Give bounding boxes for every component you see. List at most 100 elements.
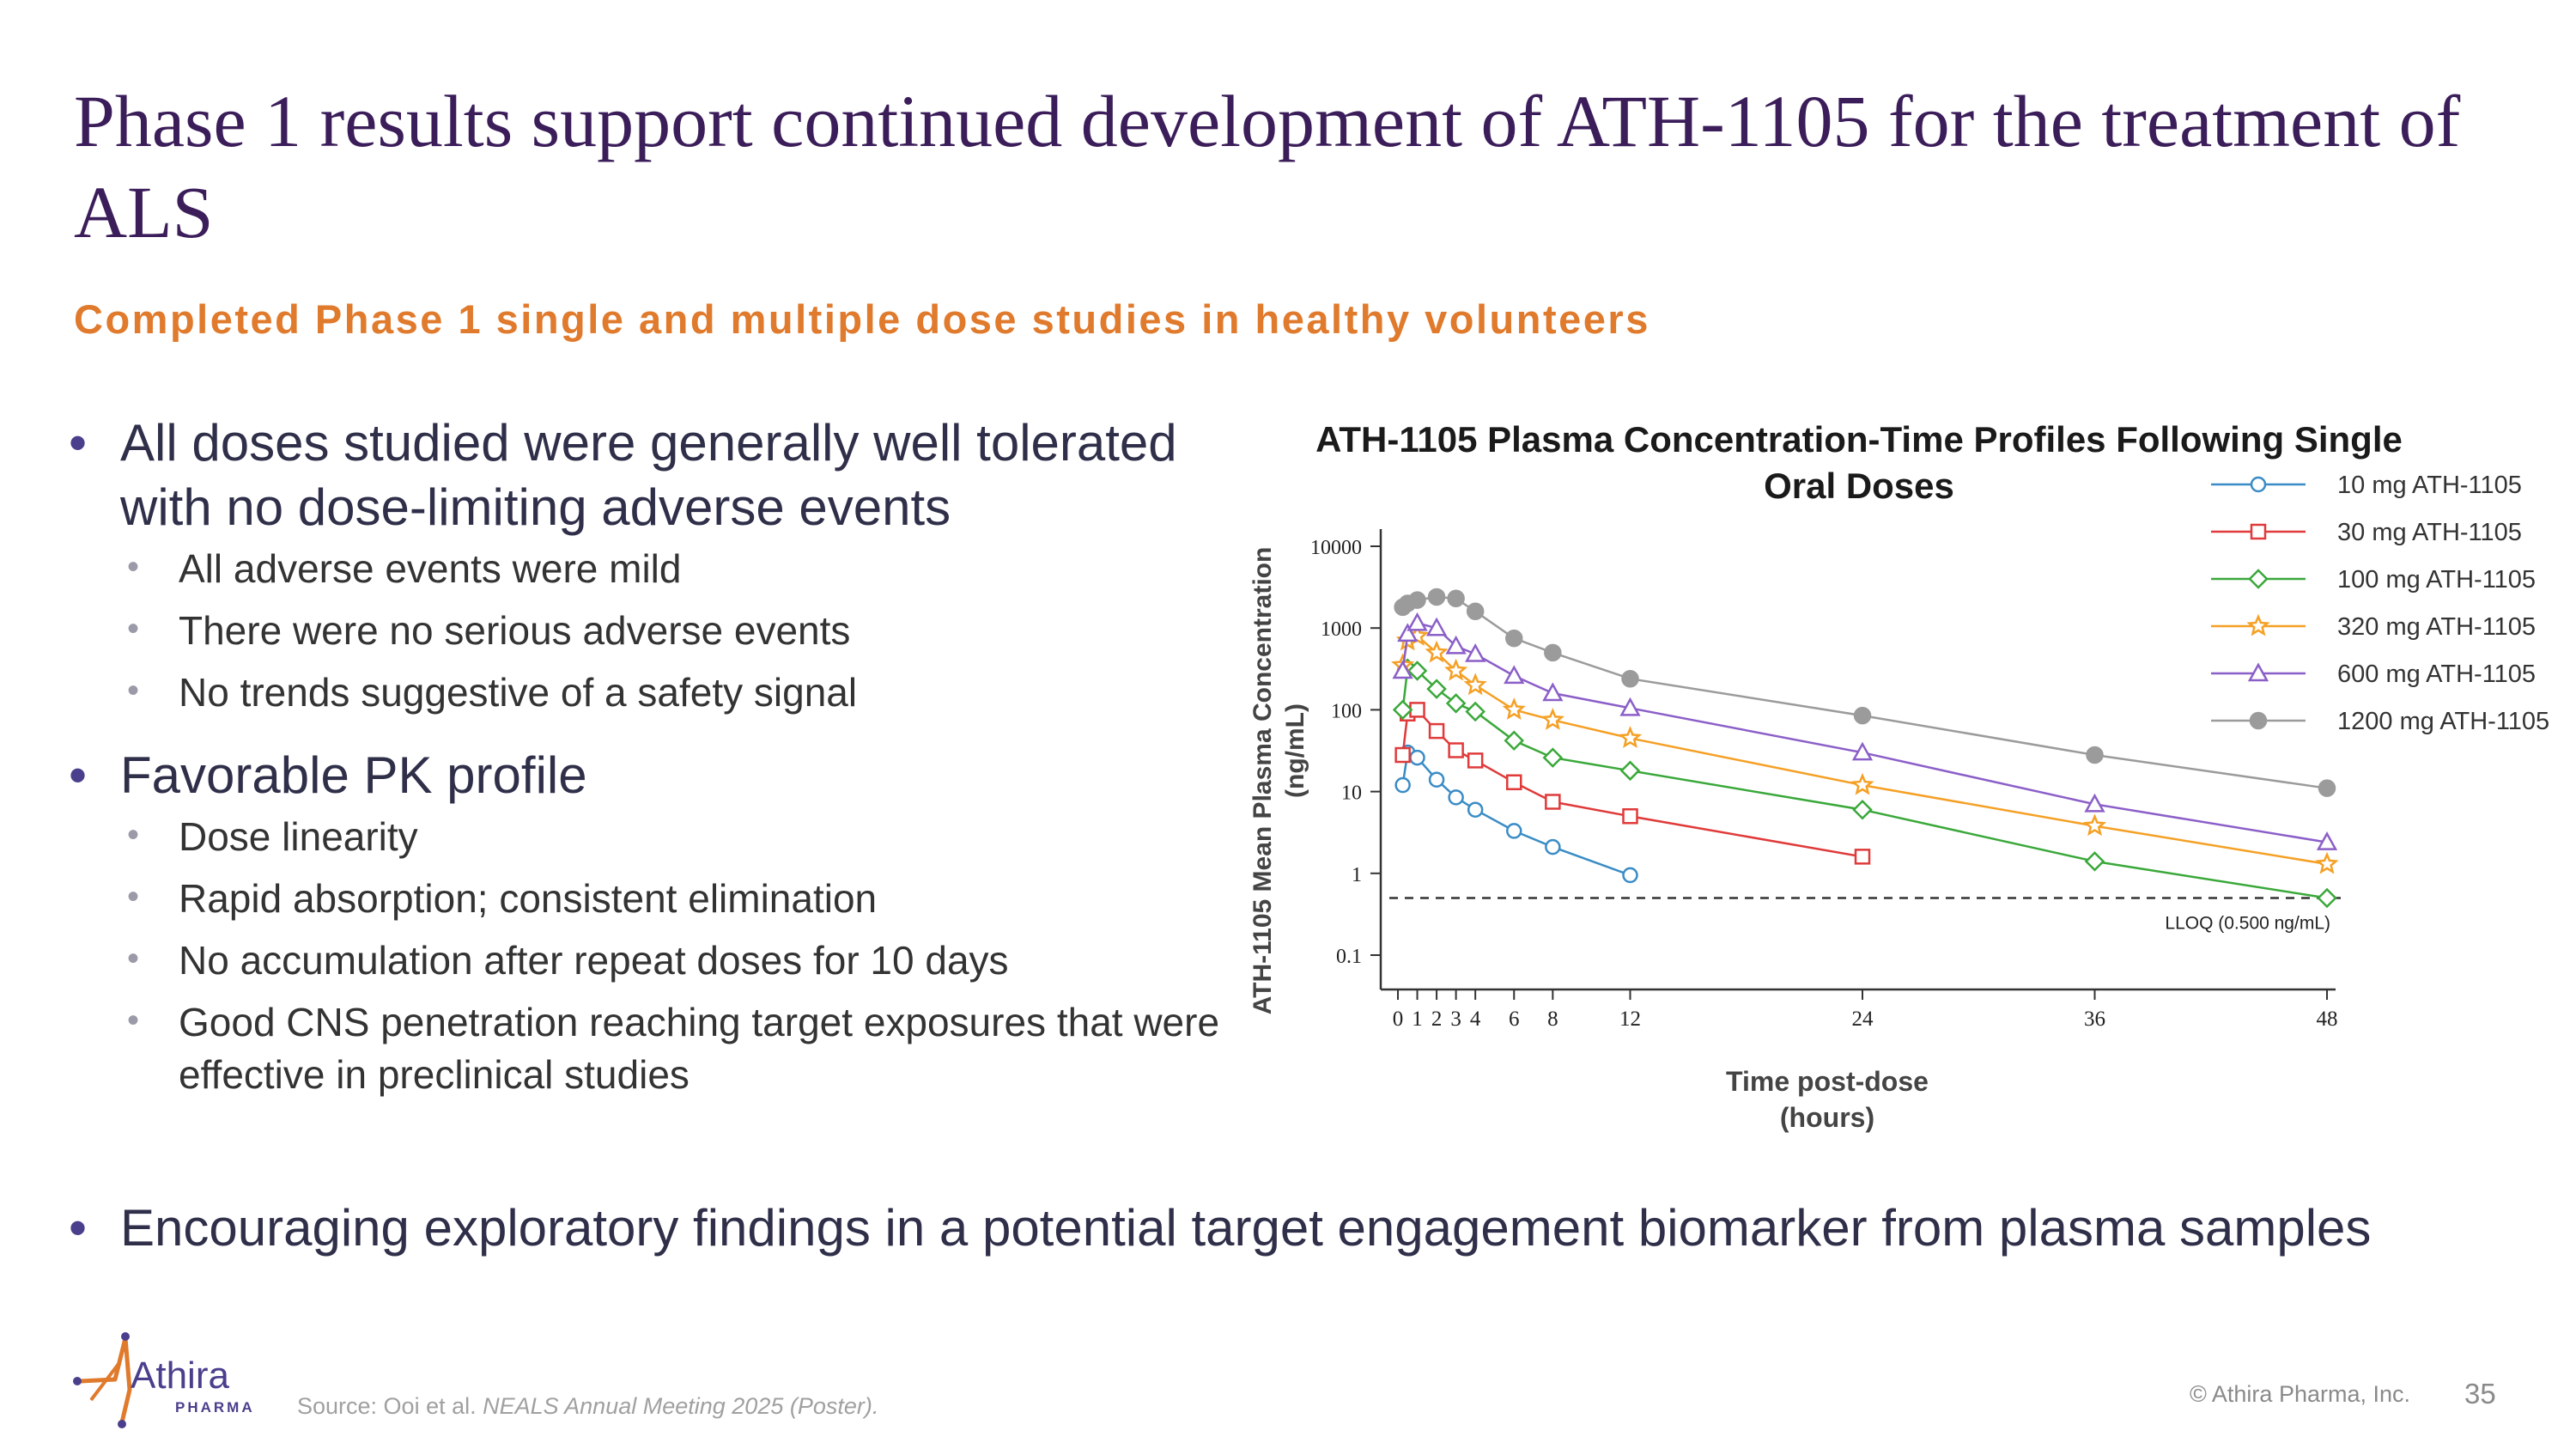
slide-title: Phase 1 results support continued develo…	[74, 80, 2461, 253]
data-point	[2318, 779, 2336, 797]
data-point	[1394, 776, 1411, 794]
data-point	[1397, 623, 1419, 642]
data-point	[1406, 661, 1428, 681]
data-point	[1467, 752, 1484, 769]
x-tick-label: 4	[1470, 1008, 1481, 1031]
y-tick-label: 0.1	[1336, 946, 1362, 968]
y-axis-label-units: (ng/mL)	[1281, 703, 1309, 798]
x-tick-label: 2	[1431, 1008, 1443, 1031]
data-point	[1406, 612, 1428, 631]
chart-series	[1391, 588, 2339, 909]
data-point	[1466, 602, 1485, 621]
data-point	[1505, 629, 1523, 648]
legend-label: 320 mg ATH-1105	[2337, 613, 2536, 641]
legend-item: 320 mg ATH-1105	[2211, 613, 2536, 641]
legend-item: 100 mg ATH-1105	[2211, 566, 2536, 594]
data-point	[1428, 771, 1445, 788]
data-point	[1445, 693, 1467, 714]
data-point	[1851, 741, 1874, 761]
lloq-label: LLOQ (0.500 ng/mL)	[2165, 913, 2330, 933]
source-prefix: Source: Ooi et al.	[297, 1393, 483, 1419]
data-point	[1447, 589, 1465, 608]
legend-item: 10 mg ATH-1105	[2211, 472, 2522, 499]
data-point	[1542, 682, 1564, 702]
data-point	[1854, 849, 1871, 865]
data-point	[1504, 665, 1525, 685]
data-point	[1465, 642, 1486, 662]
bullet-item: Favorable PK profile Dose linearity Rapi…	[69, 743, 1262, 1101]
sub-bullet-item: No trends suggestive of a safety signal	[120, 665, 1262, 719]
y-tick-label: 10000	[1310, 537, 1362, 559]
data-point	[1545, 794, 1561, 810]
data-point	[1409, 749, 1425, 766]
data-point	[1428, 722, 1445, 740]
data-point	[1425, 617, 1448, 636]
logo-dot-icon	[121, 1332, 130, 1341]
data-point	[1448, 742, 1464, 758]
sub-bullet-item: Rapid absorption; consistent elimination	[120, 871, 1262, 925]
x-axis-label-units: (hours)	[1780, 1102, 1874, 1133]
legend-marker	[2250, 476, 2267, 493]
data-point	[2315, 851, 2339, 874]
x-axis-label: Time post-dose	[1726, 1066, 1929, 1097]
chart-legend: 10 mg ATH-1105 30 mg ATH-1105 100 mg ATH-1…	[2211, 472, 2549, 735]
x-tick-label: 0	[1393, 1008, 1404, 1031]
legend-label: 30 mg ATH-1105	[2337, 519, 2522, 546]
data-point	[1506, 774, 1522, 791]
legend-label: 1200 mg ATH-1105	[2337, 708, 2549, 735]
source-italic: NEALS Annual Meeting 2025 (Poster).	[483, 1393, 879, 1419]
data-point	[1506, 823, 1522, 839]
x-tick-label: 3	[1450, 1008, 1461, 1031]
legend-marker	[2250, 523, 2267, 540]
bullet-text: All doses studied were generally well to…	[120, 414, 1177, 536]
source-citation: Source: Ooi et al. NEALS Annual Meeting …	[297, 1393, 878, 1420]
data-point	[1394, 746, 1411, 764]
data-point	[1444, 658, 1468, 681]
legend-item: 1200 mg ATH-1105	[2211, 708, 2549, 735]
y-tick-label: 100	[1331, 700, 1362, 722]
data-point	[1392, 699, 1413, 721]
legend-item: 30 mg ATH-1105	[2211, 519, 2522, 546]
data-point	[2316, 831, 2338, 850]
legend-label: 10 mg ATH-1105	[2337, 472, 2522, 499]
series-4	[1392, 612, 2338, 850]
data-point	[1426, 679, 1447, 699]
x-tick-label: 6	[1509, 1008, 1520, 1031]
y-tick-label: 1	[1352, 864, 1362, 886]
data-point	[1622, 808, 1638, 825]
data-point	[1408, 591, 1426, 609]
data-point	[1467, 801, 1484, 818]
data-point	[1425, 640, 1449, 663]
data-point	[1618, 726, 1643, 748]
data-point	[2084, 793, 2105, 813]
logo-sub: PHARMA	[175, 1399, 255, 1416]
legend-marker	[2249, 711, 2268, 730]
data-point	[1852, 799, 1873, 820]
y-tick-label: 1000	[1321, 618, 1362, 641]
data-point	[1619, 760, 1641, 782]
sub-bullet-item: There were no serious adverse events	[120, 603, 1262, 657]
series-1	[1394, 702, 1871, 865]
x-tick-label: 36	[2084, 1008, 2105, 1031]
copyright: © Athira Pharma, Inc.	[2190, 1381, 2411, 1407]
bullet-item: All doses studied were generally well to…	[69, 411, 1262, 719]
sub-bullet-list: Dose linearity Rapid absorption; consist…	[120, 809, 1262, 1101]
data-point	[1850, 772, 1874, 795]
data-point	[1445, 635, 1467, 654]
data-point	[1544, 643, 1562, 662]
data-point	[1619, 697, 1641, 716]
data-point	[1448, 789, 1464, 806]
page-number: 35	[2464, 1378, 2496, 1409]
logo-name: Athira	[131, 1355, 229, 1397]
x-tick-label: 24	[1852, 1008, 1874, 1031]
legend-marker	[2247, 662, 2269, 682]
data-point	[2086, 746, 2104, 764]
bullet-list-bottom: Encouraging exploratory findings in a po…	[69, 1196, 2542, 1260]
chart-title: ATH-1105 Plasma Concentration-Time Profi…	[1315, 419, 2403, 506]
x-tick-label: 48	[2317, 1008, 2338, 1031]
bullet-item: Encouraging exploratory findings in a po…	[69, 1196, 2542, 1260]
sub-bullet-item: No accumulation after repeat doses for 1…	[120, 933, 1262, 987]
legend-marker	[2246, 613, 2270, 636]
